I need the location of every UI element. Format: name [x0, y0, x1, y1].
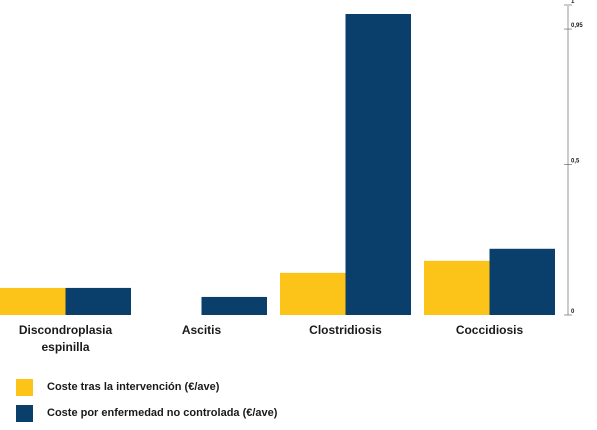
legend-swatch-uncontrolled: [16, 404, 33, 422]
category-label-line: Ascitis: [182, 323, 222, 337]
bar-uncontrolled-1: [65, 287, 131, 315]
category-label-line: Coccidiosis: [456, 323, 524, 337]
bar-intervention-3: [280, 272, 346, 315]
bar-uncontrolled-4: [489, 248, 555, 315]
y-tick-label: 1: [571, 0, 575, 5]
legend-item-intervention: Coste tras la intervención (€/ave): [16, 378, 277, 396]
y-tick-label: 0,5: [571, 159, 580, 165]
legend-item-uncontrolled: Coste por enfermedad no controlada (€/av…: [16, 404, 277, 422]
bar-uncontrolled-2: [201, 296, 267, 315]
category-label-line: Clostridiosis: [309, 323, 382, 337]
category-label-line: espinilla: [41, 340, 89, 354]
bar-intervention-1: [0, 287, 66, 315]
category-label-line: Discondroplasia: [19, 323, 113, 337]
category-label: Discondroplasia espinilla: [19, 323, 113, 354]
bar-uncontrolled-3: [345, 14, 411, 315]
legend-label-intervention: Coste tras la intervención (€/ave): [47, 381, 220, 393]
category-label: Ascitis: [182, 323, 222, 337]
category-label: Coccidiosis: [456, 323, 524, 337]
legend: Coste tras la intervención (€/ave) Coste…: [16, 378, 277, 430]
bar-intervention-4: [424, 260, 490, 315]
legend-label-uncontrolled: Coste por enfermedad no controlada (€/av…: [47, 407, 278, 419]
y-tick-label: 0: [571, 309, 575, 315]
y-tick-label: 0,95: [571, 23, 583, 29]
category-label: Clostridiosis: [309, 323, 382, 337]
legend-swatch-intervention: [16, 378, 33, 396]
